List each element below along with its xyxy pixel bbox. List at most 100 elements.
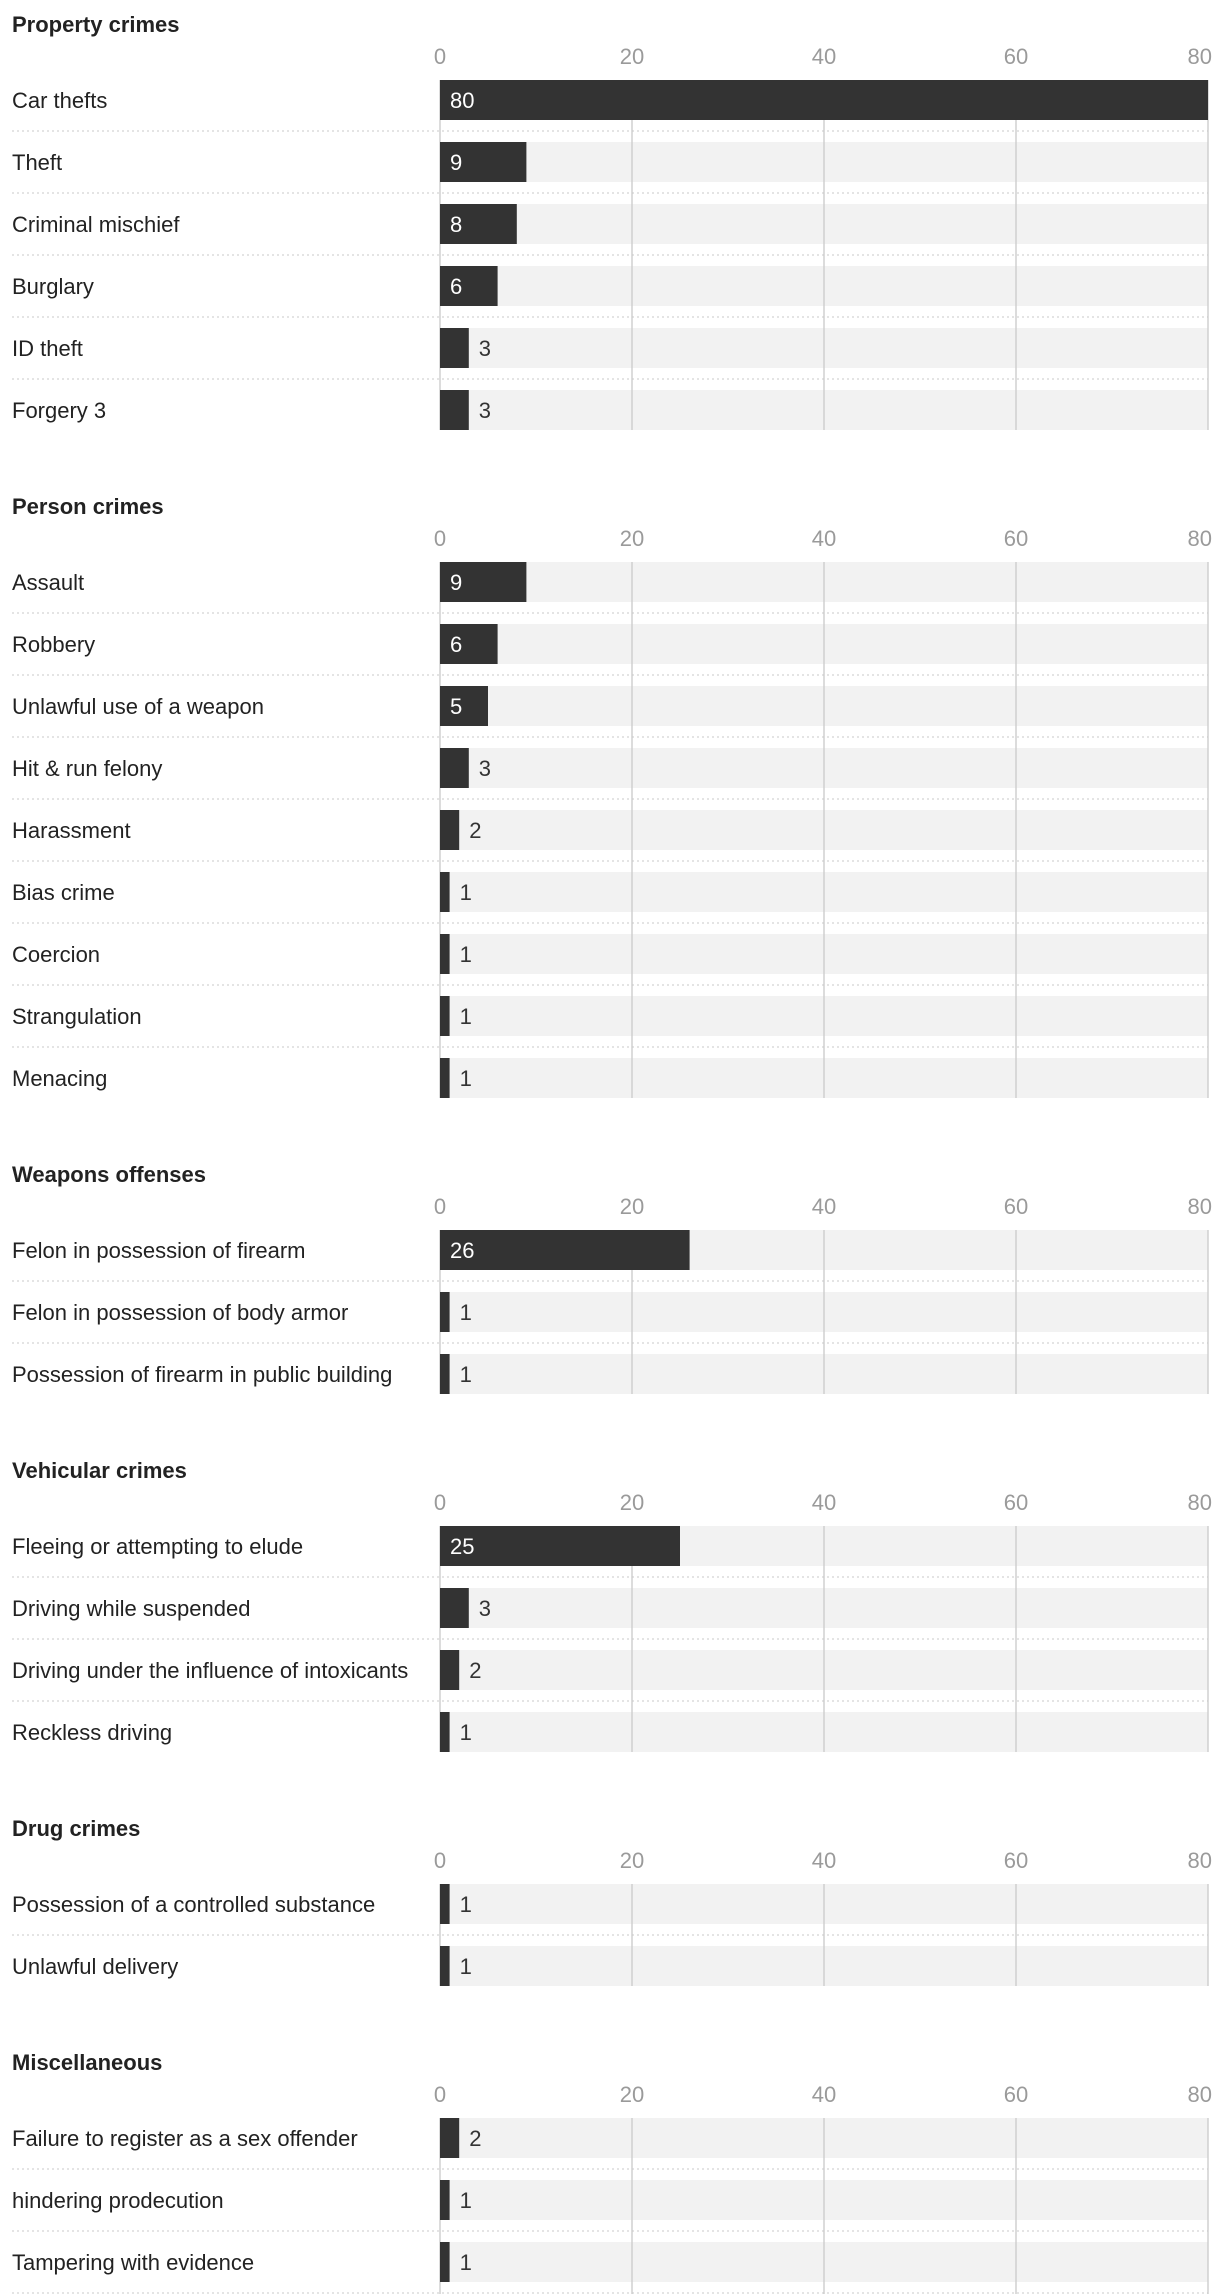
- bar: [440, 1712, 450, 1752]
- row-label: Unlawful use of a weapon: [12, 694, 264, 719]
- bar: [440, 686, 488, 726]
- bar-value-label: 1: [460, 1004, 472, 1029]
- bar-value-label: 2: [469, 2126, 481, 2151]
- row-label: Felon in possession of body armor: [12, 1300, 348, 1325]
- row-label: Theft: [12, 150, 62, 175]
- bar: [440, 80, 1208, 120]
- bar-value-label: 9: [450, 570, 462, 595]
- row-label: ID theft: [12, 336, 83, 361]
- axis-tick-label: 80: [1188, 2082, 1212, 2107]
- bar-value-label: 1: [460, 1720, 472, 1745]
- axis-tick-label: 20: [620, 1848, 644, 1873]
- bar: [440, 562, 527, 602]
- row-label: Unlawful delivery: [12, 1954, 178, 1979]
- bar-value-label: 1: [460, 2188, 472, 2213]
- axis-tick-label: 60: [1004, 44, 1028, 69]
- axis-tick-label: 0: [434, 1848, 446, 1873]
- axis-tick-label: 20: [620, 44, 644, 69]
- bar: [440, 872, 450, 912]
- bar: [440, 266, 498, 306]
- row-label: Tampering with evidence: [12, 2250, 254, 2275]
- bar-value-label: 6: [450, 274, 462, 299]
- axis-tick-label: 40: [812, 1848, 836, 1873]
- row-label: Assault: [12, 570, 84, 595]
- axis-tick-label: 20: [620, 1194, 644, 1219]
- bar: [440, 142, 527, 182]
- row-label: Criminal mischief: [12, 212, 180, 237]
- row-label: Menacing: [12, 1066, 107, 1091]
- bar-value-label: 8: [450, 212, 462, 237]
- bar-value-label: 2: [469, 818, 481, 843]
- section-title: Vehicular crimes: [12, 1458, 187, 1483]
- bar: [440, 1354, 450, 1394]
- bar: [440, 624, 498, 664]
- axis-tick-label: 20: [620, 2082, 644, 2107]
- bar-value-label: 3: [479, 1596, 491, 1621]
- row-label: Fleeing or attempting to elude: [12, 1534, 303, 1559]
- bar-value-label: 25: [450, 1534, 474, 1559]
- bar: [440, 204, 517, 244]
- axis-tick-label: 60: [1004, 1490, 1028, 1515]
- row-label: Bias crime: [12, 880, 115, 905]
- row-label: Car thefts: [12, 88, 107, 113]
- bar-value-label: 26: [450, 1238, 474, 1263]
- row-label: Felon in possession of firearm: [12, 1238, 305, 1263]
- bar-value-label: 1: [460, 942, 472, 967]
- axis-tick-label: 0: [434, 2082, 446, 2107]
- bar-value-label: 1: [460, 2250, 472, 2275]
- bar: [440, 1526, 680, 1566]
- axis-tick-label: 40: [812, 1490, 836, 1515]
- axis-tick-label: 40: [812, 526, 836, 551]
- row-label: Burglary: [12, 274, 94, 299]
- axis-tick-label: 40: [812, 1194, 836, 1219]
- axis-tick-label: 60: [1004, 1848, 1028, 1873]
- bar: [440, 1650, 460, 1690]
- axis-tick-label: 0: [434, 1194, 446, 1219]
- bar: [440, 2118, 460, 2158]
- bar-value-label: 2: [469, 1658, 481, 1683]
- section-title: Weapons offenses: [12, 1162, 206, 1187]
- bar-value-label: 1: [460, 1892, 472, 1917]
- bar: [440, 2242, 450, 2282]
- bar-value-label: 1: [460, 880, 472, 905]
- axis-tick-label: 80: [1188, 44, 1212, 69]
- bar: [440, 390, 469, 430]
- axis-tick-label: 0: [434, 526, 446, 551]
- axis-tick-label: 80: [1188, 526, 1212, 551]
- bar-value-label: 3: [479, 756, 491, 781]
- row-label: Reckless driving: [12, 1720, 172, 1745]
- bar: [440, 934, 450, 974]
- axis-tick-label: 60: [1004, 1194, 1028, 1219]
- bar-value-label: 3: [479, 336, 491, 361]
- bar: [440, 1292, 450, 1332]
- bar-value-label: 5: [450, 694, 462, 719]
- row-label: Strangulation: [12, 1004, 142, 1029]
- axis-tick-label: 80: [1188, 1194, 1212, 1219]
- section-title: Person crimes: [12, 494, 164, 519]
- axis-tick-label: 20: [620, 526, 644, 551]
- bar-value-label: 9: [450, 150, 462, 175]
- row-label: Possession of a controlled substance: [12, 1892, 375, 1917]
- bar-value-label: 1: [460, 1300, 472, 1325]
- axis-tick-label: 40: [812, 44, 836, 69]
- section-title: Miscellaneous: [12, 2050, 162, 2075]
- axis-tick-label: 0: [434, 1490, 446, 1515]
- axis-tick-label: 20: [620, 1490, 644, 1515]
- section-title: Drug crimes: [12, 1816, 140, 1841]
- axis-tick-label: 60: [1004, 526, 1028, 551]
- row-label: Harassment: [12, 818, 131, 843]
- row-label: hindering prodecution: [12, 2188, 224, 2213]
- axis-tick-label: 40: [812, 2082, 836, 2107]
- axis-tick-label: 80: [1188, 1490, 1212, 1515]
- section-title: Property crimes: [12, 12, 180, 37]
- row-label: Possession of firearm in public building: [12, 1362, 392, 1387]
- bar: [440, 1946, 450, 1986]
- bar: [440, 1884, 450, 1924]
- bar-value-label: 1: [460, 1954, 472, 1979]
- axis-tick-label: 0: [434, 44, 446, 69]
- row-label: Failure to register as a sex offender: [12, 2126, 358, 2151]
- bar: [440, 810, 460, 850]
- bar-value-label: 1: [460, 1362, 472, 1387]
- bar: [440, 996, 450, 1036]
- bar-value-label: 3: [479, 398, 491, 423]
